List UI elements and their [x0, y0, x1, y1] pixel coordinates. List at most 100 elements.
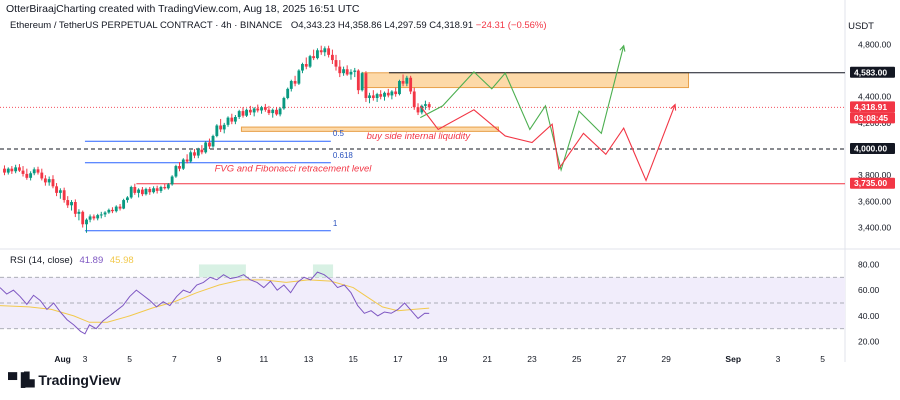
price-label-box-1 [850, 101, 895, 113]
candle-body-4 [18, 167, 21, 171]
projection-path-green [420, 45, 625, 173]
candle-body-17 [66, 200, 70, 206]
candle-body-57 [215, 125, 219, 136]
price-tick-0: 4,800.00 [858, 39, 891, 49]
candle-body-24 [92, 216, 96, 219]
candle-body-27 [103, 212, 107, 215]
candle-body-41 [155, 188, 159, 191]
candle-body-64 [241, 111, 245, 116]
candle-body-14 [55, 186, 58, 193]
candle-body-8 [32, 169, 36, 174]
candle-body-60 [226, 117, 230, 125]
rsi-label[interactable]: RSI (14, close) [10, 255, 73, 266]
time-tick-15: Sep [725, 354, 741, 364]
price-label-2: 03:08:45 [854, 113, 888, 123]
candle-body-75 [282, 98, 286, 109]
candle-body-99 [371, 95, 375, 99]
candle-body-21 [81, 211, 85, 225]
time-tick-1: 3 [83, 354, 88, 364]
candle-body-107 [401, 81, 405, 84]
candle-body-66 [248, 109, 252, 113]
candle-body-105 [394, 91, 398, 95]
candle-body-89 [334, 60, 338, 67]
candle-body-79 [297, 70, 301, 84]
ohlc-change: −24.31 (−0.56%) [475, 20, 547, 31]
candle-body-42 [159, 186, 163, 191]
candle-body-28 [107, 209, 111, 213]
ohlc-open: O4,343.23 [290, 20, 336, 31]
time-tick-0: Aug [54, 354, 71, 364]
rsi-legend: RSI (14, close) 41.89 45.98 [10, 255, 134, 266]
candle-body-103 [386, 92, 390, 96]
candle-body-13 [51, 179, 55, 187]
candle-body-108 [405, 77, 409, 84]
candle-body-114 [427, 104, 431, 108]
annotation-1: FVG and Fibonacci retracement level [215, 163, 373, 174]
candle-body-91 [342, 69, 346, 74]
price-label-box-2 [850, 112, 895, 124]
fib-levels: 0.5 0.618 1 [84, 129, 354, 232]
zone-1 [240, 126, 500, 132]
tradingview-logo[interactable]: ▀▐▙ TradingView [8, 372, 121, 388]
rsi-tick-3: 20.00 [858, 337, 880, 347]
candle-body-93 [349, 71, 353, 75]
candle-body-86 [323, 48, 327, 53]
price-axis: 4,800.004,400.004,200.003,800.003,600.00… [850, 39, 895, 233]
candle-body-20 [77, 211, 81, 214]
time-tick-7: 15 [348, 354, 358, 364]
rsi-ma-value: 45.98 [109, 255, 134, 266]
candle-body-84 [316, 50, 319, 59]
instrument-name[interactable]: Ethereum / TetherUS PERPETUAL CONTRACT ·… [10, 20, 283, 31]
rsi-line [0, 271, 430, 335]
candle-body-5 [21, 170, 25, 174]
candle-body-80 [301, 64, 304, 71]
rsi-value: 41.89 [79, 255, 104, 266]
candle-body-83 [312, 56, 316, 59]
candle-body-1 [6, 168, 10, 173]
rsi-ma-line [0, 279, 430, 323]
candle-body-100 [375, 94, 379, 99]
candle-body-96 [360, 73, 364, 91]
candle-body-65 [245, 109, 248, 116]
price-label-3: 4,000.00 [854, 144, 887, 154]
candle-body-62 [233, 116, 237, 122]
time-tick-6: 13 [304, 354, 314, 364]
candle-body-52 [196, 149, 200, 156]
candle-body-43 [163, 186, 167, 189]
candle-body-87 [327, 48, 331, 55]
candle-body-69 [260, 107, 263, 111]
candle-body-102 [383, 92, 386, 97]
candle-body-38 [144, 188, 148, 195]
candle-body-18 [70, 202, 73, 206]
candle-body-31 [118, 206, 122, 209]
candle-body-70 [263, 107, 267, 110]
candle-body-39 [148, 188, 152, 193]
candle-body-51 [193, 152, 196, 156]
candle-body-92 [345, 69, 349, 75]
price-tick-1: 4,400.00 [858, 92, 891, 102]
time-tick-12: 25 [572, 354, 582, 364]
candle-body-109 [409, 77, 413, 92]
candle-body-2 [10, 168, 14, 172]
candle-body-58 [219, 125, 223, 130]
candle-body-59 [222, 124, 226, 130]
candle-body-3 [14, 167, 18, 172]
time-tick-3: 7 [172, 354, 177, 364]
rsi-overbought-fill-1 [312, 264, 334, 278]
candle-body-12 [47, 179, 51, 183]
time-tick-8: 17 [393, 354, 403, 364]
candle-body-61 [230, 117, 234, 122]
candle-body-33 [125, 197, 129, 201]
candle-body-85 [319, 50, 323, 53]
projection-path-red [419, 104, 676, 182]
rsi-tick-2: 40.00 [858, 311, 880, 321]
time-tick-4: 9 [217, 354, 222, 364]
chart-caption: OtterBiraajCharting created with Trading… [6, 3, 360, 15]
candle-body-88 [330, 54, 334, 61]
time-tick-17: 5 [820, 354, 825, 364]
candle-body-76 [286, 88, 290, 99]
candle-body-36 [137, 189, 141, 193]
fib-label-1: 0.618 [333, 151, 354, 160]
candle-body-50 [189, 152, 193, 162]
time-tick-14: 29 [661, 354, 671, 364]
